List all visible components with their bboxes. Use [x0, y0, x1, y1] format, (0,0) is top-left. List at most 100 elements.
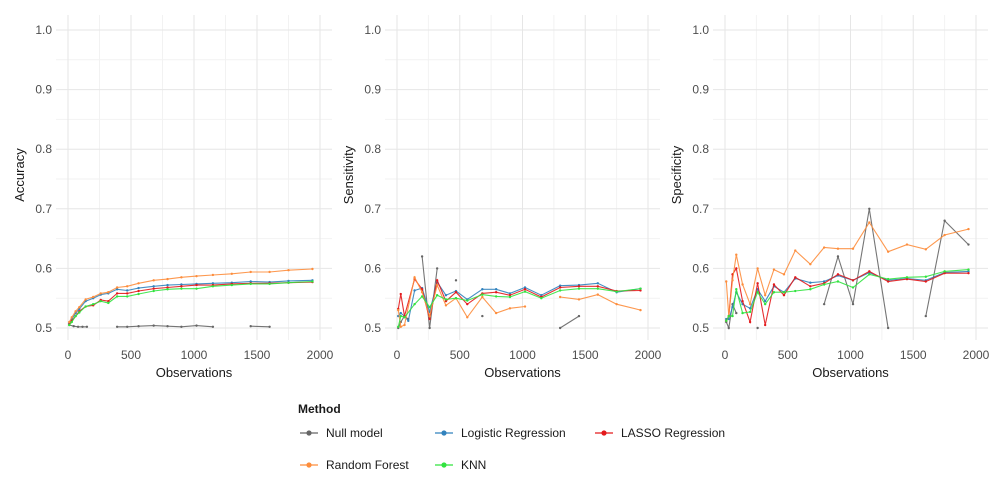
data-point [268, 282, 271, 286]
y-axis-label: Specificity [669, 145, 684, 204]
series-line [68, 268, 313, 323]
data-point [809, 281, 812, 284]
data-point [967, 227, 970, 231]
data-point [152, 279, 155, 282]
data-point [403, 316, 406, 319]
data-point [68, 323, 71, 327]
data-point [836, 255, 840, 258]
series-random-forest [397, 275, 642, 329]
series-line [68, 279, 313, 324]
data-point [195, 283, 198, 287]
data-point [399, 292, 402, 296]
data-point [967, 243, 970, 246]
data-point [577, 285, 581, 288]
data-point [287, 268, 290, 272]
data-point [596, 282, 599, 285]
data-point [92, 302, 95, 306]
data-point [735, 253, 738, 256]
data-point [886, 280, 890, 283]
data-point [886, 277, 890, 281]
series-line [725, 221, 969, 317]
x-tick-label: 0 [722, 348, 729, 362]
panel-sensitivity: 0.5 0.6 0.7 0.8 0.9 1.0 0 500 1000 1500 2000 Observ… [341, 15, 662, 380]
data-point [967, 271, 970, 275]
data-point [444, 298, 448, 301]
x-tick-label: 2000 [635, 348, 662, 362]
data-point [494, 311, 498, 315]
data-point [180, 285, 183, 288]
data-point [230, 272, 233, 275]
data-point [772, 283, 776, 286]
legend-item-logistic-regression: Logistic Regression [433, 424, 566, 442]
legend-key-point [306, 462, 312, 468]
x-tick-label: 500 [450, 348, 470, 362]
data-point [180, 283, 183, 286]
data-point [508, 307, 512, 310]
data-point [137, 286, 140, 290]
data-point [454, 297, 458, 300]
x-tick-label: 1500 [900, 348, 927, 362]
y-tick-label: 1.0 [35, 23, 52, 37]
data-point [741, 299, 744, 303]
y-tick-label: 0.7 [364, 202, 381, 216]
data-point [851, 279, 855, 282]
data-point [508, 295, 512, 299]
data-point [428, 326, 431, 330]
data-point [558, 326, 562, 330]
data-point [868, 207, 871, 210]
data-point [731, 314, 734, 318]
data-point [741, 311, 744, 315]
x-tick-label: 2000 [963, 348, 990, 362]
series-lasso-regression [68, 280, 314, 326]
data-point [70, 320, 73, 324]
data-point [152, 287, 155, 290]
data-point [886, 250, 890, 253]
data-point [523, 288, 527, 291]
series-line [560, 294, 641, 311]
data-point [481, 293, 484, 296]
x-tick-label: 1000 [509, 348, 536, 362]
data-point [782, 273, 786, 276]
data-point [782, 291, 786, 294]
data-point [84, 298, 87, 301]
data-point [494, 291, 498, 294]
series-null-model [68, 323, 271, 329]
data-point [822, 280, 826, 283]
data-point [68, 320, 71, 324]
data-point [809, 288, 812, 291]
data-point [481, 314, 484, 318]
data-point [756, 282, 759, 285]
data-point [741, 283, 744, 286]
x-tick-label: 500 [778, 348, 798, 362]
series-line [397, 275, 526, 328]
data-point [399, 325, 402, 329]
legend-label: Logistic Regression [461, 426, 566, 440]
legend-key-point [601, 430, 607, 436]
data-point [466, 316, 469, 319]
data-point [152, 324, 155, 327]
data-point [211, 285, 215, 288]
data-point [166, 283, 169, 287]
data-point [822, 246, 826, 249]
data-point [166, 277, 169, 281]
data-point [735, 267, 738, 270]
data-point [924, 314, 927, 318]
data-point [428, 317, 431, 321]
legend-item-random-forest: Random Forest [298, 456, 409, 474]
data-point [78, 305, 81, 309]
data-point [851, 286, 855, 289]
data-point [107, 291, 110, 294]
data-point [107, 299, 110, 303]
data-point [166, 286, 169, 289]
data-point [943, 270, 946, 273]
data-point [413, 302, 416, 306]
legend-label: Null model [326, 426, 383, 440]
data-point [558, 289, 562, 292]
data-point [107, 301, 110, 305]
data-point [137, 289, 140, 293]
x-tick-label: 1500 [244, 348, 271, 362]
data-point [822, 283, 826, 286]
data-point [126, 292, 129, 295]
x-axis-label: Observations [484, 365, 561, 380]
data-point [211, 282, 215, 285]
